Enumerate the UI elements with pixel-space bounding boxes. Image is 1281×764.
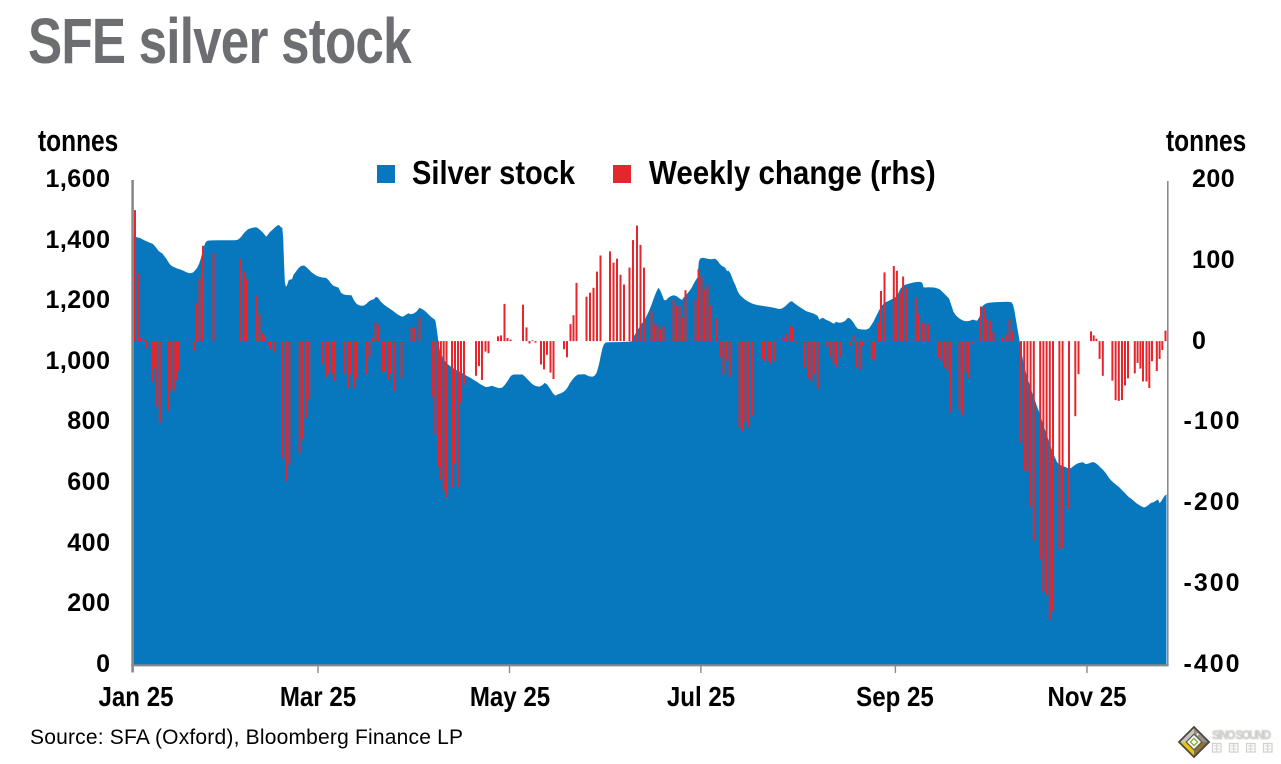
svg-text:SiNO SOUND: SiNO SOUND (1212, 730, 1271, 742)
